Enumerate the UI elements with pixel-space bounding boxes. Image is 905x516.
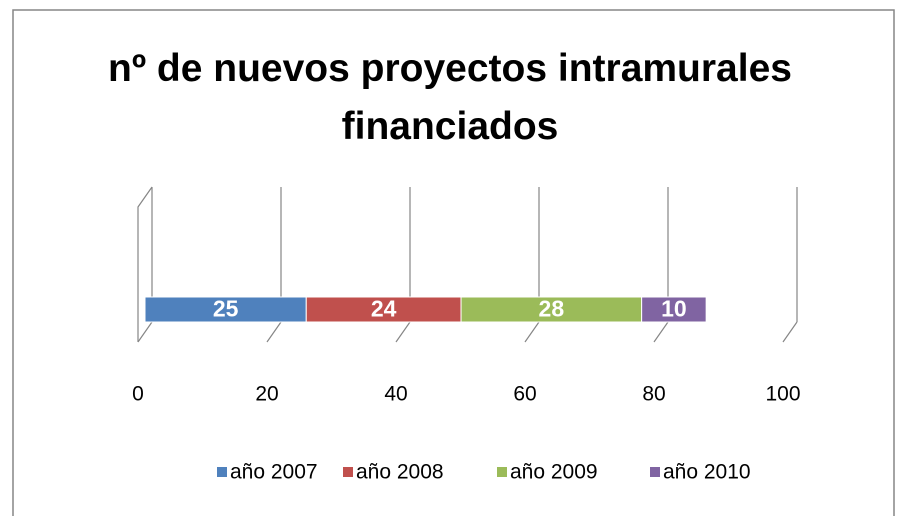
x-tick-label: 80: [642, 383, 665, 406]
legend-swatch: [650, 467, 660, 477]
chart-border: [12, 9, 895, 516]
data-label: 10: [661, 296, 687, 322]
x-tick-label: 20: [255, 383, 278, 406]
x-tick-label: 100: [765, 383, 800, 406]
x-tick-label: 60: [513, 383, 536, 406]
grid-floor-line: [782, 321, 798, 343]
bar-segment: [144, 296, 307, 323]
chart-title: nº de nuevos proyectos intramurales fina…: [108, 47, 792, 148]
grid-floor-line: [653, 321, 669, 343]
grid-floor-line: [395, 321, 411, 343]
legend-label: año 2009: [510, 461, 598, 484]
bar-segment: [641, 296, 707, 323]
legend-label: año 2008: [356, 461, 444, 484]
data-label: 28: [539, 296, 565, 322]
legend-swatch: [343, 467, 353, 477]
legend-label: año 2010: [663, 461, 751, 484]
x-tick-label: 0: [132, 383, 144, 406]
legend-label: año 2007: [230, 461, 318, 484]
wall-edge: [137, 186, 153, 342]
legend-swatch: [497, 467, 507, 477]
data-label: 25: [213, 296, 239, 322]
grid-floor-line: [266, 321, 282, 343]
data-label: 24: [371, 296, 397, 322]
grid-floor-line: [137, 321, 153, 343]
grid-floor-line: [524, 321, 540, 343]
legend-swatch: [217, 467, 227, 477]
x-tick-label: 40: [384, 383, 407, 406]
